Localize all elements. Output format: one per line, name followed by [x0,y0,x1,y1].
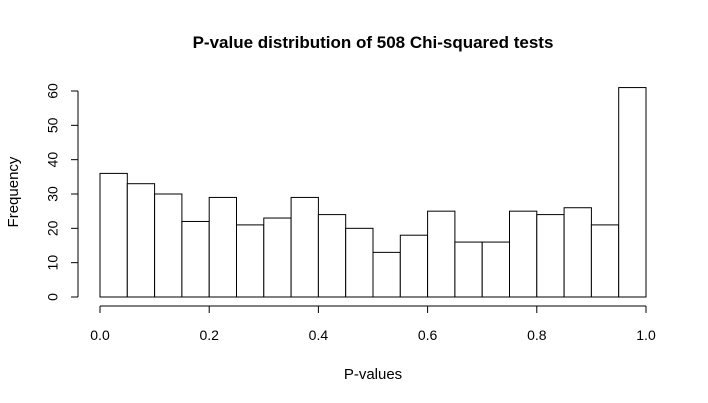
histogram-bar [345,227,374,298]
histogram-bar [536,214,565,298]
histogram-bar [509,210,538,298]
y-tick-label: 20 [45,220,61,236]
histogram-bar [208,196,237,298]
histogram-bar [454,241,483,298]
chart-title: P-value distribution of 508 Chi-squared … [193,33,554,52]
histogram-bar [99,172,128,298]
histogram-bar [154,193,183,298]
y-tick-label: 60 [45,83,61,99]
y-tick-label: 30 [45,186,61,202]
x-tick-label: 0.8 [527,327,547,343]
x-tick-label: 0.4 [309,327,329,343]
x-tick-label: 0.0 [90,327,110,343]
histogram-bar [427,210,456,298]
histogram-bar [263,217,292,298]
x-tick-label: 0.6 [418,327,438,343]
x-axis-ticks: 0.0 0.2 0.4 0.6 0.8 1.0 [90,306,656,343]
y-tick-label: 50 [45,117,61,133]
histogram-bar [126,183,156,298]
histogram-bars [99,87,647,298]
histogram-bar [590,224,620,298]
histogram-bar [399,234,429,298]
histogram-bar [618,87,647,298]
y-axis-ticks: 0 10 20 30 40 50 60 [45,83,78,301]
histogram-bar [481,241,511,298]
x-tick-label: 1.0 [636,327,656,343]
x-tick-label: 0.2 [199,327,219,343]
histogram-bar [236,224,265,298]
histogram-bar [181,220,210,298]
y-tick-label: 0 [45,293,61,301]
y-axis-label: Frequency [5,156,22,227]
x-axis-label: P-values [344,366,402,383]
y-tick-label: 40 [45,152,61,168]
histogram-bar [563,207,592,298]
histogram-bar [317,214,347,298]
histogram-bar [290,196,319,298]
histogram-bar [372,251,401,298]
y-tick-label: 10 [45,255,61,271]
